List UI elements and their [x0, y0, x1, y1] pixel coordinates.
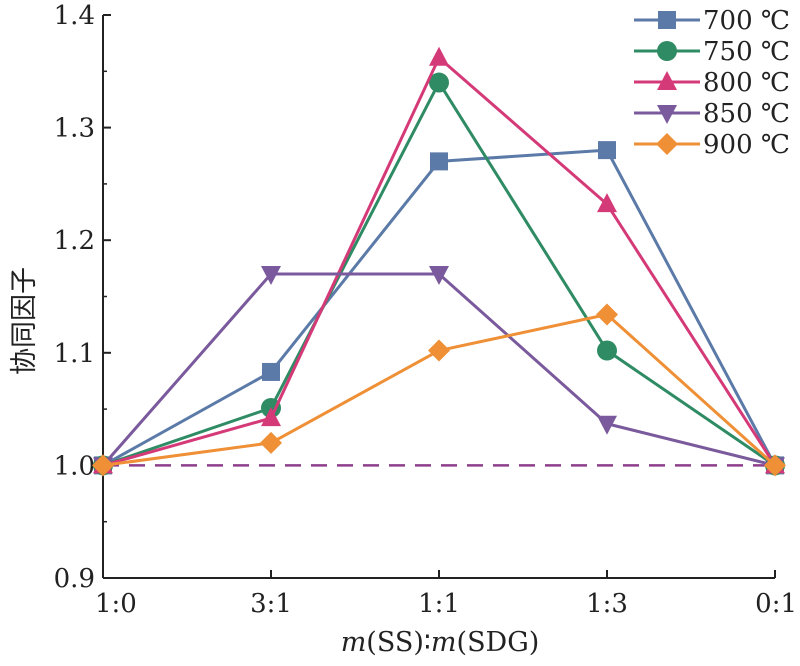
axes: 0.9 1.0 1.1 1.2 1.3 1.4 1:0 3:1 1:1 1:3 0:1 [54, 1, 797, 619]
y-tick-label: 1.1 [54, 339, 95, 369]
marker-square [658, 11, 676, 29]
x-axis-title-part: (SDG) [457, 627, 540, 658]
marker-triangle-down [429, 265, 449, 285]
marker-triangle-up [657, 71, 677, 90]
marker-square [430, 152, 448, 171]
x-axis-title-part: (SS)∶ [366, 627, 431, 658]
series [93, 265, 785, 477]
marker-triangle-down [261, 265, 281, 285]
y-axis-title: 协同因子 [9, 267, 40, 375]
y-tick-label: 0.9 [54, 564, 95, 594]
x-axis-title: m(SS)∶m(SDG) [341, 627, 540, 658]
legend-item: 800 ℃ [634, 68, 790, 98]
y-tick-label: 1.4 [54, 1, 95, 31]
x-tick-label: 3:1 [250, 589, 292, 619]
x-tick-label: 0:1 [755, 589, 797, 619]
marker-triangle-up [597, 193, 617, 213]
legend-label: 800 ℃ [703, 68, 790, 98]
y-tick-label: 1.3 [54, 114, 95, 144]
series-layer [92, 46, 786, 477]
x-tick-label: 1:0 [95, 589, 137, 619]
series [92, 303, 786, 477]
marker-triangle-up [261, 407, 281, 427]
marker-diamond [656, 133, 678, 155]
y-tick-label: 1.2 [54, 226, 95, 256]
marker-diamond [260, 431, 282, 454]
y-tick-label: 1.0 [54, 451, 95, 481]
marker-diamond [428, 339, 450, 362]
series [94, 141, 784, 475]
x-tick-label: 1:3 [586, 589, 628, 619]
x-axis-title-part: m [341, 627, 367, 658]
series-line [102, 313, 777, 467]
legend-item: 850 ℃ [634, 99, 790, 129]
marker-square [262, 362, 280, 381]
marker-circle [597, 340, 617, 361]
marker-circle [429, 72, 449, 93]
legend-label: 700 ℃ [703, 6, 790, 36]
legend-item: 700 ℃ [634, 6, 790, 36]
marker-circle [657, 41, 677, 61]
marker-triangle-down [657, 105, 677, 124]
marker-triangle-up [429, 46, 449, 66]
legend-label: 750 ℃ [703, 37, 790, 67]
marker-diamond [92, 454, 114, 477]
legend-item: 900 ℃ [634, 130, 790, 160]
legend-label: 900 ℃ [703, 130, 790, 160]
x-tick-label: 1:1 [418, 589, 460, 619]
marker-triangle-down [597, 415, 617, 435]
legend-item: 750 ℃ [634, 37, 790, 67]
series [93, 46, 785, 474]
series-line [102, 56, 777, 467]
marker-diamond [596, 303, 618, 326]
marker-square [598, 141, 616, 160]
marker-diamond [764, 454, 786, 477]
x-axis-title-part: m [431, 627, 457, 658]
legend-label: 850 ℃ [703, 99, 790, 129]
